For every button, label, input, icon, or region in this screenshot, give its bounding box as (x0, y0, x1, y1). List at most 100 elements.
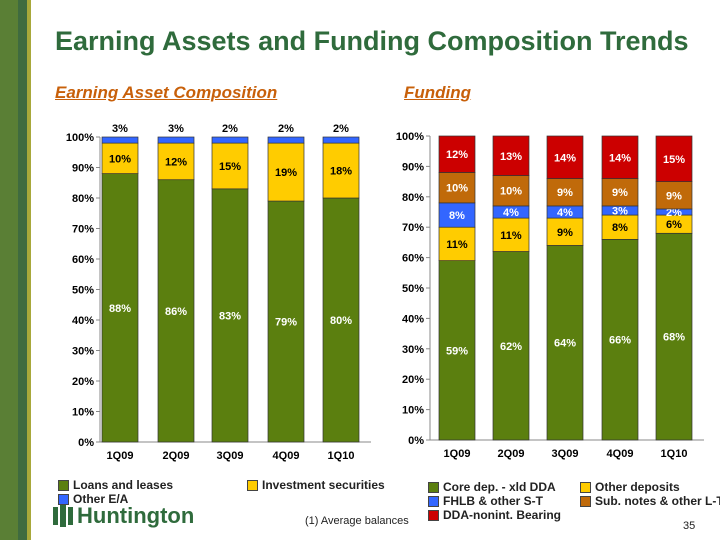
bar-segment (157, 179, 195, 443)
y-tick-label: 20% (402, 374, 424, 386)
legend-swatch (58, 493, 69, 505)
bar-segment (438, 135, 476, 173)
bar-segment (157, 136, 195, 144)
data-label: 80% (330, 315, 352, 327)
bar-segment (492, 135, 530, 176)
y-tick-label: 30% (72, 346, 94, 358)
data-label: 15% (219, 161, 241, 173)
decor-stripe (18, 0, 27, 540)
y-tick-label: 50% (402, 283, 424, 295)
y-tick-label: 100% (66, 132, 94, 144)
data-label: 19% (275, 167, 297, 179)
x-tick-label: 3Q09 (217, 450, 244, 462)
y-tick-label: 100% (396, 131, 424, 143)
bar-segment (601, 135, 639, 179)
data-label: 66% (609, 335, 631, 347)
data-label: 4% (557, 207, 573, 219)
decor-stripe (27, 0, 31, 540)
data-label: 14% (554, 152, 576, 164)
bar-segment (267, 136, 305, 144)
data-label: 11% (500, 230, 522, 242)
legend-item: Core dep. - xld DDA (428, 480, 556, 494)
bar-segment (492, 217, 530, 252)
bar-segment (601, 239, 639, 441)
bar-segment (438, 202, 476, 228)
data-label: 2% (278, 123, 294, 135)
y-tick-label: 70% (72, 224, 94, 236)
y-tick-label: 30% (402, 344, 424, 356)
legend-item: Other deposits (580, 480, 680, 494)
decor-stripe (0, 0, 18, 540)
y-tick-label: 20% (72, 376, 94, 388)
legend-swatch (58, 479, 69, 491)
y-tick-label: 50% (72, 285, 94, 297)
bar-segment (438, 226, 476, 261)
y-tick-label: 40% (72, 315, 94, 327)
y-tick-label: 40% (402, 313, 424, 325)
legend-swatch (428, 495, 439, 507)
data-label: 12% (165, 156, 187, 168)
x-tick-label: 1Q10 (661, 448, 688, 460)
logo-icon (53, 505, 73, 527)
y-tick-label: 80% (72, 193, 94, 205)
page-number: 35 (683, 520, 696, 532)
x-tick-label: 2Q09 (498, 448, 525, 460)
legend-swatch (428, 481, 439, 493)
bar-segment (655, 135, 693, 182)
legend-item: Other E/A (58, 492, 128, 506)
legend-label: Investment securities (262, 478, 385, 492)
data-label: 4% (503, 207, 519, 219)
bar-segment (546, 178, 584, 207)
data-label: 86% (165, 306, 187, 318)
legend-swatch (247, 479, 258, 491)
x-tick-label: 2Q09 (163, 450, 190, 462)
page-title: Earning Assets and Funding Composition T… (55, 26, 689, 56)
bar-segment (211, 188, 249, 443)
legend-swatch (580, 481, 591, 493)
data-label: 12% (446, 149, 468, 161)
bar-segment (322, 136, 360, 144)
x-tick-label: 1Q09 (444, 448, 471, 460)
x-tick-label: 3Q09 (552, 448, 579, 460)
y-tick-label: 90% (72, 163, 94, 175)
data-label: 9% (557, 227, 573, 239)
y-tick-label: 80% (402, 192, 424, 204)
huntington-logo: Huntington (52, 503, 194, 529)
y-tick-label: 10% (72, 407, 94, 419)
data-label: 18% (330, 166, 352, 178)
legend-item: Loans and leases (58, 478, 173, 492)
data-label: 88% (109, 303, 131, 315)
legend-label: Other deposits (595, 480, 680, 494)
data-label: 14% (609, 152, 631, 164)
bar-segment (546, 245, 584, 441)
data-label: 10% (500, 186, 522, 198)
legend-item: DDA-nonint. Bearing (428, 508, 561, 522)
data-label: 13% (500, 151, 522, 163)
bar-segment (211, 142, 249, 190)
data-label: 8% (449, 210, 465, 222)
data-label: 2% (666, 207, 682, 219)
logo-text: Huntington (77, 503, 195, 528)
bar-segment (322, 142, 360, 199)
legend-label: Sub. notes & other L-T (595, 494, 720, 508)
data-label: 79% (275, 317, 297, 329)
y-tick-label: 0% (78, 437, 94, 449)
bar-segment (101, 136, 139, 144)
data-label: 59% (446, 345, 468, 357)
bar-segment (101, 142, 139, 174)
bar-segment (157, 142, 195, 181)
bar-segment (546, 135, 584, 179)
data-label: 10% (446, 183, 468, 195)
footnote: (1) Average balances (305, 515, 409, 527)
legend-item: FHLB & other S-T (428, 494, 543, 508)
legend-item: Sub. notes & other L-T (580, 494, 720, 508)
data-label: 2% (222, 123, 238, 135)
data-label: 10% (109, 153, 131, 165)
legend-item: Investment securities (247, 478, 385, 492)
legend-label: Loans and leases (73, 478, 174, 492)
left-chart-title: Earning Asset Composition (55, 83, 278, 102)
data-label: 9% (666, 190, 682, 202)
bar-segment (546, 217, 584, 246)
x-tick-label: 4Q09 (273, 450, 300, 462)
